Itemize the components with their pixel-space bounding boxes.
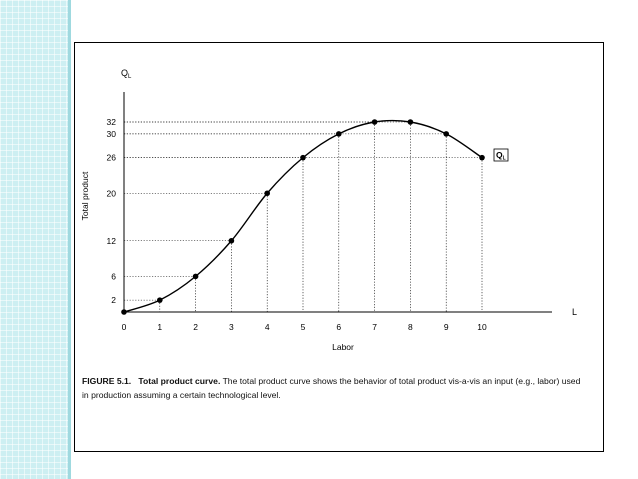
y-tick-label: 6 (111, 271, 116, 281)
x-tick-label: 3 (229, 322, 234, 332)
x-tick-label: 1 (157, 322, 162, 332)
x-tick-label: 8 (408, 322, 413, 332)
y-tick-label: 26 (107, 153, 117, 163)
x-axis-symbol: L (572, 307, 577, 317)
x-tick-label: 6 (336, 322, 341, 332)
data-point (479, 154, 485, 161)
curve-label-box (493, 148, 509, 162)
side-strip-edge (68, 0, 71, 479)
decorative-side-strip (0, 0, 70, 479)
figure-frame (74, 42, 604, 452)
data-point (157, 297, 163, 303)
x-tick-label: 5 (301, 322, 306, 332)
data-point (443, 131, 450, 137)
total-product-curve (123, 119, 483, 313)
caption-title: Total product curve. (138, 376, 221, 386)
data-point (300, 154, 306, 161)
x-tick-label: 0 (122, 322, 127, 332)
data-point (371, 119, 378, 125)
x-tick-label: 7 (372, 322, 377, 332)
figure-caption: FIGURE 5.1. Total product curve. The tot… (82, 374, 587, 402)
x-tick-label: 4 (265, 322, 270, 332)
y-axis-label: Total product (80, 171, 90, 220)
data-point (121, 309, 127, 315)
y-tick-label: 20 (107, 188, 117, 198)
curve-label: QL (496, 150, 506, 162)
y-tick-label: 30 (107, 129, 117, 139)
x-tick-label: 2 (193, 322, 198, 332)
data-point (407, 119, 414, 125)
y-tick-label: 32 (107, 117, 117, 127)
data-point (336, 131, 342, 137)
caption-label: FIGURE 5.1. (82, 376, 132, 386)
y-tick-label: 12 (107, 236, 117, 246)
x-axis-label: Labor (332, 342, 354, 352)
data-point (264, 190, 271, 197)
x-tick-label: 9 (444, 322, 449, 332)
y-tick-label: 2 (111, 295, 116, 305)
caption-text: The total product curve shows the behavi… (82, 376, 581, 400)
data-point (228, 237, 235, 244)
x-tick-label: 10 (477, 322, 487, 332)
data-point (192, 273, 199, 280)
y-axis-symbol: QL (121, 68, 132, 80)
